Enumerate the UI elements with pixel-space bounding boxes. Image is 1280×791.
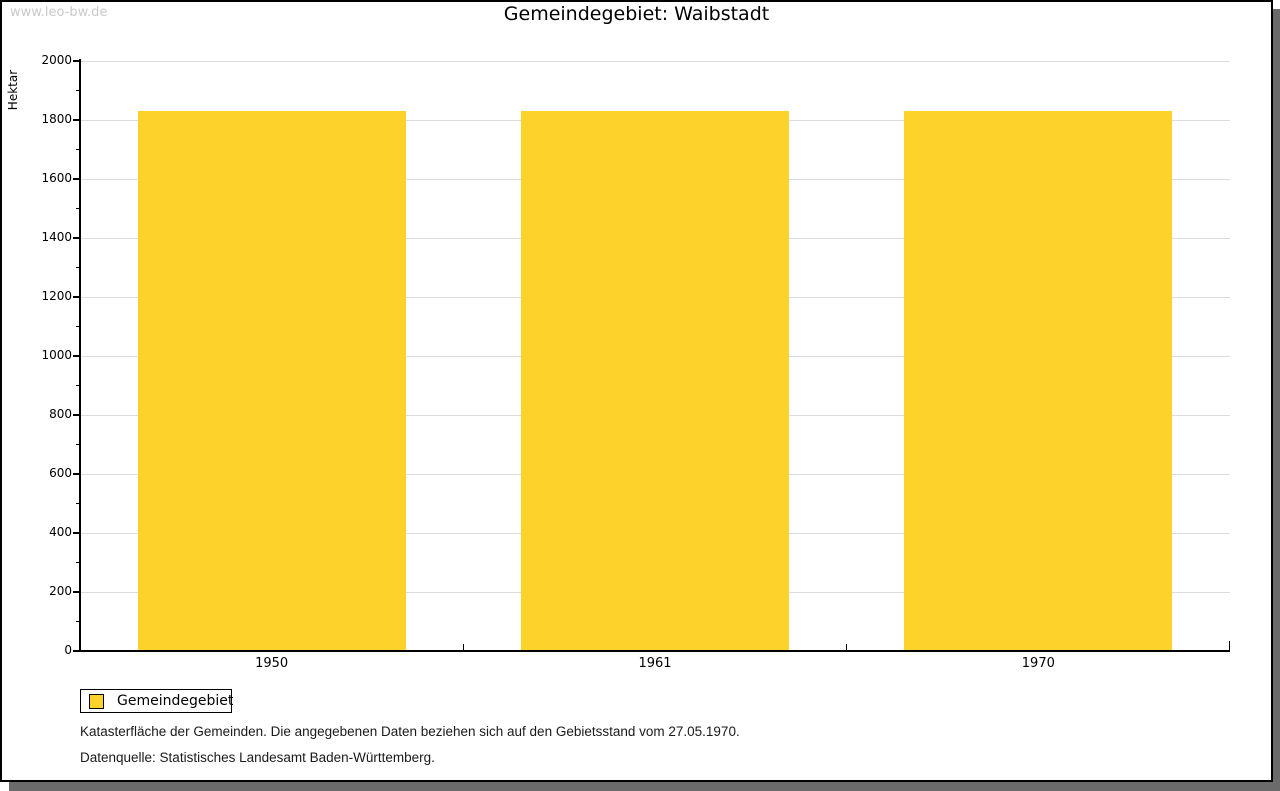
- y-axis-tick: [73, 119, 80, 121]
- x-axis-separator-tick: [845, 644, 848, 650]
- y-axis-tick-label: 200: [49, 584, 72, 598]
- gridline: [80, 60, 1230, 62]
- y-axis-minor-tick: [76, 385, 80, 386]
- bar-1970: [904, 111, 1173, 650]
- x-axis-tick-label: 1950: [255, 656, 289, 671]
- legend-swatch-gemeindegebiet: [89, 693, 104, 709]
- x-axis-line: [79, 650, 1230, 652]
- y-axis-line: [79, 59, 81, 652]
- y-axis-tick: [73, 414, 80, 416]
- x-axis-tick-label: 1961: [638, 656, 672, 671]
- y-axis-tick: [73, 650, 80, 652]
- y-axis-minor-tick: [76, 503, 80, 504]
- y-axis-tick-label: 1200: [41, 289, 72, 303]
- y-axis-tick-label: 2000: [41, 53, 72, 67]
- x-axis-separator-tick: [462, 644, 465, 650]
- y-axis-tick-label: 400: [49, 525, 72, 539]
- bar-1961: [521, 111, 789, 650]
- legend-label: Gemeindegebiet: [117, 693, 234, 709]
- y-axis-minor-tick: [76, 326, 80, 327]
- watermark-leo-bw: www.leo-bw.de: [10, 5, 108, 20]
- chart-title: Gemeindegebiet: Waibstadt: [503, 3, 770, 25]
- y-axis-tick: [73, 355, 80, 357]
- frame-shadow-bottom: [9, 782, 1280, 791]
- y-axis-tick: [73, 60, 80, 62]
- y-axis-tick-label: 800: [49, 407, 72, 421]
- bar-1950: [137, 111, 406, 650]
- y-axis-tick: [73, 532, 80, 534]
- footnote-data-source: Datenquelle: Statistisches Landesamt Bad…: [80, 750, 435, 765]
- y-axis-tick-label: 0: [64, 643, 72, 657]
- legend: Gemeindegebiet: [80, 689, 234, 713]
- y-axis-minor-tick: [76, 267, 80, 268]
- y-axis-tick: [73, 296, 80, 298]
- y-axis-minor-tick: [76, 90, 80, 91]
- y-axis-tick: [73, 473, 80, 475]
- y-axis-minor-tick: [76, 208, 80, 209]
- y-axis-tick-label: 1400: [41, 230, 72, 244]
- y-axis-minor-tick: [76, 444, 80, 445]
- y-axis-tick-label: 600: [49, 466, 72, 480]
- y-axis-tick-label: 1800: [41, 112, 72, 126]
- y-axis-tick: [73, 591, 80, 593]
- footnote-source-description: Katasterfläche der Gemeinden. Die angege…: [80, 724, 740, 739]
- y-axis-tick: [73, 178, 80, 180]
- y-axis-minor-tick: [76, 621, 80, 622]
- y-axis-tick: [73, 237, 80, 239]
- y-axis-tick-label: 1600: [41, 171, 72, 185]
- y-axis-minor-tick: [76, 562, 80, 563]
- frame-shadow-right: [1273, 9, 1280, 791]
- x-axis-end-tick: [1228, 641, 1230, 650]
- y-axis-minor-tick: [76, 149, 80, 150]
- y-axis-tick-label: 1000: [41, 348, 72, 362]
- x-axis-tick-label: 1970: [1021, 656, 1055, 671]
